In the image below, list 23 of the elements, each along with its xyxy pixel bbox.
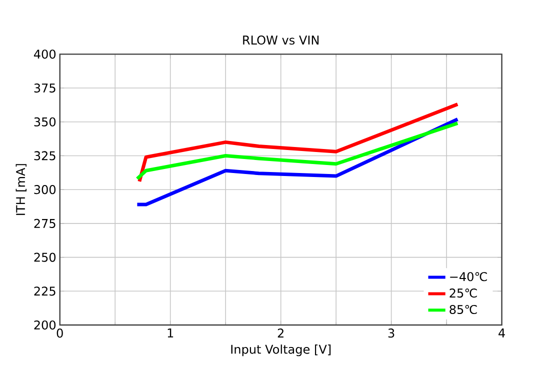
y-tick-label: 350 bbox=[34, 117, 56, 127]
chart-title: RLOW vs VIN bbox=[243, 36, 319, 45]
line-series bbox=[135, 118, 460, 206]
legend-label: −40℃ bbox=[450, 272, 487, 282]
x-tick-label: 3 bbox=[388, 328, 394, 338]
y-axis-title: ITH [mA] bbox=[16, 164, 27, 216]
x-tick-label: 4 bbox=[498, 328, 505, 338]
legend-label: 25℃ bbox=[450, 288, 477, 298]
line-series bbox=[138, 102, 460, 184]
y-tick-label: 225 bbox=[34, 286, 56, 296]
y-tick-label: 275 bbox=[34, 219, 56, 228]
x-axis-title: Input Voltage [V] bbox=[231, 344, 331, 356]
y-tick-label: 200 bbox=[34, 320, 56, 330]
y-tick-label: 250 bbox=[34, 252, 56, 262]
legend-label: 85℃ bbox=[450, 305, 477, 314]
x-tick-label: 2 bbox=[278, 328, 284, 338]
line-series bbox=[135, 122, 460, 181]
y-tick-label: 375 bbox=[34, 84, 56, 93]
x-tick-label: 1 bbox=[168, 328, 174, 338]
y-tick-label: 400 bbox=[34, 50, 56, 59]
y-tick-label: 300 bbox=[34, 185, 56, 194]
y-tick-label: 325 bbox=[34, 151, 56, 160]
x-tick-label: 0 bbox=[56, 328, 63, 338]
